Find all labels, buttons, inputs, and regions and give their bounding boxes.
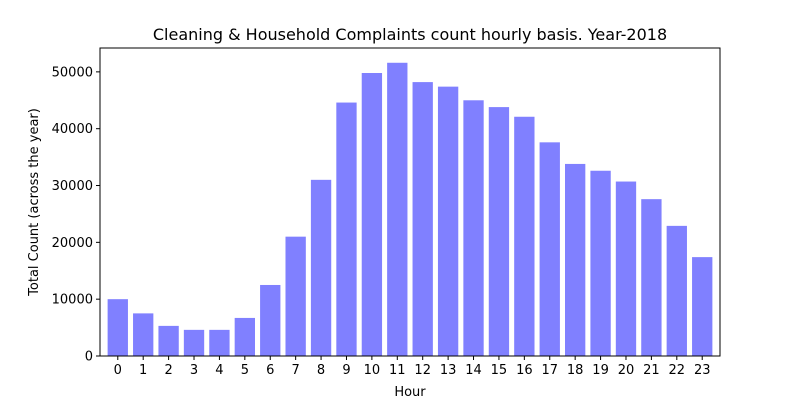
x-tick-label: 18 bbox=[567, 363, 584, 378]
chart-title: Cleaning & Household Complaints count ho… bbox=[153, 25, 667, 44]
y-tick-label: 40000 bbox=[52, 122, 93, 137]
bar-hour-23 bbox=[692, 257, 713, 356]
bar-hour-14 bbox=[463, 100, 484, 356]
x-tick-label: 3 bbox=[190, 363, 198, 378]
x-tick-label: 14 bbox=[465, 363, 482, 378]
y-axis-label: Total Count (across the year) bbox=[27, 108, 42, 297]
x-tick-label: 5 bbox=[241, 363, 249, 378]
bar-hour-7 bbox=[285, 236, 306, 356]
y-axis-ticks: 0 10000 20000 30000 40000 50000 bbox=[52, 65, 100, 365]
x-tick-label: 1 bbox=[139, 363, 147, 378]
bar-hour-5 bbox=[234, 317, 255, 356]
bar-hour-11 bbox=[387, 62, 408, 357]
y-tick-label: 30000 bbox=[52, 179, 93, 194]
x-tick-label: 20 bbox=[618, 363, 635, 378]
bar-hour-20 bbox=[615, 181, 637, 356]
x-axis-ticks: 0 1 2 3 4 5 6 7 8 9 10 11 12 13 14 15 16 17 18 19 20 21 22 23 bbox=[114, 356, 711, 378]
bar-hour-1 bbox=[133, 313, 154, 356]
bar-hour-12 bbox=[412, 82, 433, 356]
x-tick-label: 2 bbox=[164, 363, 172, 378]
y-tick-label: 20000 bbox=[52, 236, 93, 251]
plot-frame bbox=[99, 47, 721, 357]
x-tick-label: 19 bbox=[592, 363, 609, 378]
bar-hour-19 bbox=[590, 170, 611, 356]
x-tick-label: 0 bbox=[114, 363, 122, 378]
bar-hour-0 bbox=[107, 299, 128, 356]
y-tick-label: 0 bbox=[85, 350, 93, 365]
x-tick-label: 7 bbox=[292, 363, 300, 378]
x-tick-label: 13 bbox=[440, 363, 457, 378]
bar-hour-9 bbox=[336, 102, 357, 356]
x-tick-label: 9 bbox=[342, 363, 350, 378]
bar-hour-6 bbox=[260, 284, 281, 356]
x-tick-label: 4 bbox=[215, 363, 223, 378]
x-tick-label: 17 bbox=[541, 363, 558, 378]
bar-hour-13 bbox=[437, 86, 459, 356]
x-tick-label: 11 bbox=[389, 363, 406, 378]
x-tick-label: 8 bbox=[317, 363, 325, 378]
bar-hour-10 bbox=[361, 73, 383, 356]
x-tick-label: 23 bbox=[694, 363, 711, 378]
x-tick-label: 21 bbox=[643, 363, 660, 378]
y-tick-label: 10000 bbox=[52, 293, 93, 308]
bars bbox=[107, 62, 713, 357]
bar-hour-2 bbox=[158, 325, 179, 356]
y-tick-label: 50000 bbox=[52, 65, 93, 80]
x-tick-label: 6 bbox=[266, 363, 274, 378]
x-tick-label: 22 bbox=[669, 363, 686, 378]
x-axis-label: Hour bbox=[394, 385, 426, 400]
x-tick-label: 16 bbox=[516, 363, 533, 378]
x-tick-label: 12 bbox=[414, 363, 431, 378]
bar-hour-17 bbox=[539, 142, 560, 356]
bar-hour-16 bbox=[514, 116, 535, 356]
bar-hour-3 bbox=[183, 329, 205, 356]
bar-hour-15 bbox=[488, 107, 510, 356]
bar-hour-22 bbox=[666, 225, 687, 356]
bar-hour-8 bbox=[310, 179, 332, 356]
x-tick-label: 15 bbox=[491, 363, 508, 378]
bar-hour-21 bbox=[641, 199, 662, 356]
x-tick-label: 10 bbox=[364, 363, 381, 378]
bar-hour-4 bbox=[209, 329, 230, 356]
bar-hour-18 bbox=[565, 163, 586, 356]
